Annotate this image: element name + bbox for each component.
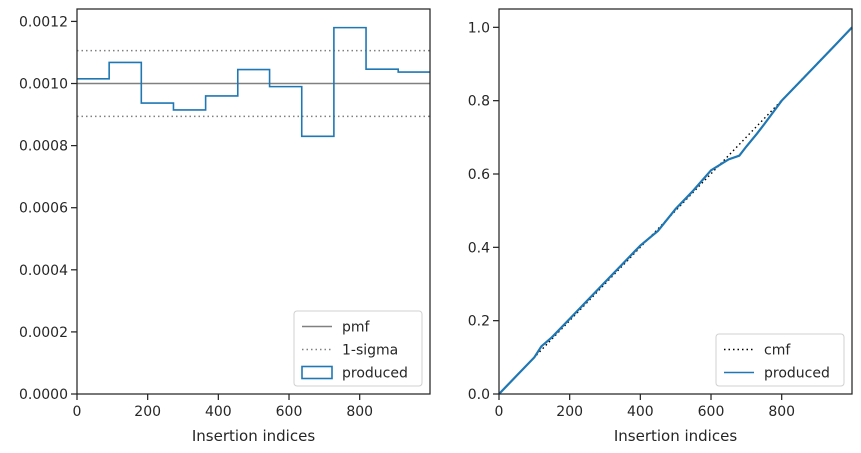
legend-label: pmf — [342, 320, 371, 336]
x-tick-label: 400 — [205, 404, 232, 420]
x-tick-label: 200 — [556, 404, 583, 420]
series — [498, 26, 853, 395]
y-tick-label: 0.0000 — [19, 387, 68, 403]
y-tick-label: 0.0002 — [19, 325, 68, 341]
y-tick-label: 0.8 — [468, 94, 490, 110]
y-tick-label: 0.0010 — [19, 77, 68, 93]
x-tick-label: 600 — [276, 404, 303, 420]
y-tick-label: 0.0006 — [19, 201, 68, 217]
x-tick-label: 0 — [73, 404, 82, 420]
cumulative-panel: 0.0 0.2 0.4 0.6 0.8 1.0 0 200 400 600 800 Inserti… — [468, 8, 853, 445]
y-tick-label: 0.0012 — [19, 14, 68, 30]
x-tick-label: 200 — [134, 404, 161, 420]
y-tick-label: 0.0008 — [19, 139, 68, 155]
reference-lines — [77, 49, 430, 118]
y-tick-label: 0.2 — [468, 314, 490, 330]
y-tick-label: 0.4 — [468, 240, 490, 256]
x-tick-label: 600 — [698, 404, 725, 420]
series-produced — [77, 26, 430, 138]
y-tick-label: 0.6 — [468, 167, 490, 183]
x-axis-label: Insertion indices — [614, 427, 737, 445]
x-axis-label: Insertion indices — [192, 427, 315, 445]
y-ticks: 0.0000 0.0002 0.0004 0.0006 0.0008 0.0010 0.00… — [19, 14, 77, 403]
x-tick-label: 0 — [495, 404, 504, 420]
x-ticks: 0 200 400 600 800 — [495, 394, 795, 420]
legend: cmf produced — [715, 333, 845, 387]
axes-frame — [76, 8, 431, 395]
x-tick-label: 800 — [346, 404, 373, 420]
legend: pmf 1-sigma produced — [293, 310, 423, 387]
histogram-panel: 0.0000 0.0002 0.0004 0.0006 0.0008 0.0010 0.00… — [19, 8, 431, 445]
series — [77, 26, 430, 138]
legend-label: produced — [342, 366, 408, 382]
series-produced — [498, 26, 853, 395]
legend-label: cmf — [764, 343, 791, 359]
y-tick-label: 0.0004 — [19, 263, 68, 279]
y-tick-label: 0.0 — [468, 387, 490, 403]
legend-swatch — [301, 365, 333, 380]
legend-label: 1-sigma — [342, 343, 398, 359]
x-tick-label: 400 — [627, 404, 654, 420]
x-tick-label: 800 — [768, 404, 795, 420]
y-ticks: 0.0 0.2 0.4 0.6 0.8 1.0 — [468, 20, 499, 403]
legend-label: produced — [764, 366, 830, 382]
x-ticks: 0 200 400 600 800 — [73, 394, 373, 420]
axes-frame — [498, 8, 853, 395]
y-tick-label: 1.0 — [468, 20, 490, 36]
